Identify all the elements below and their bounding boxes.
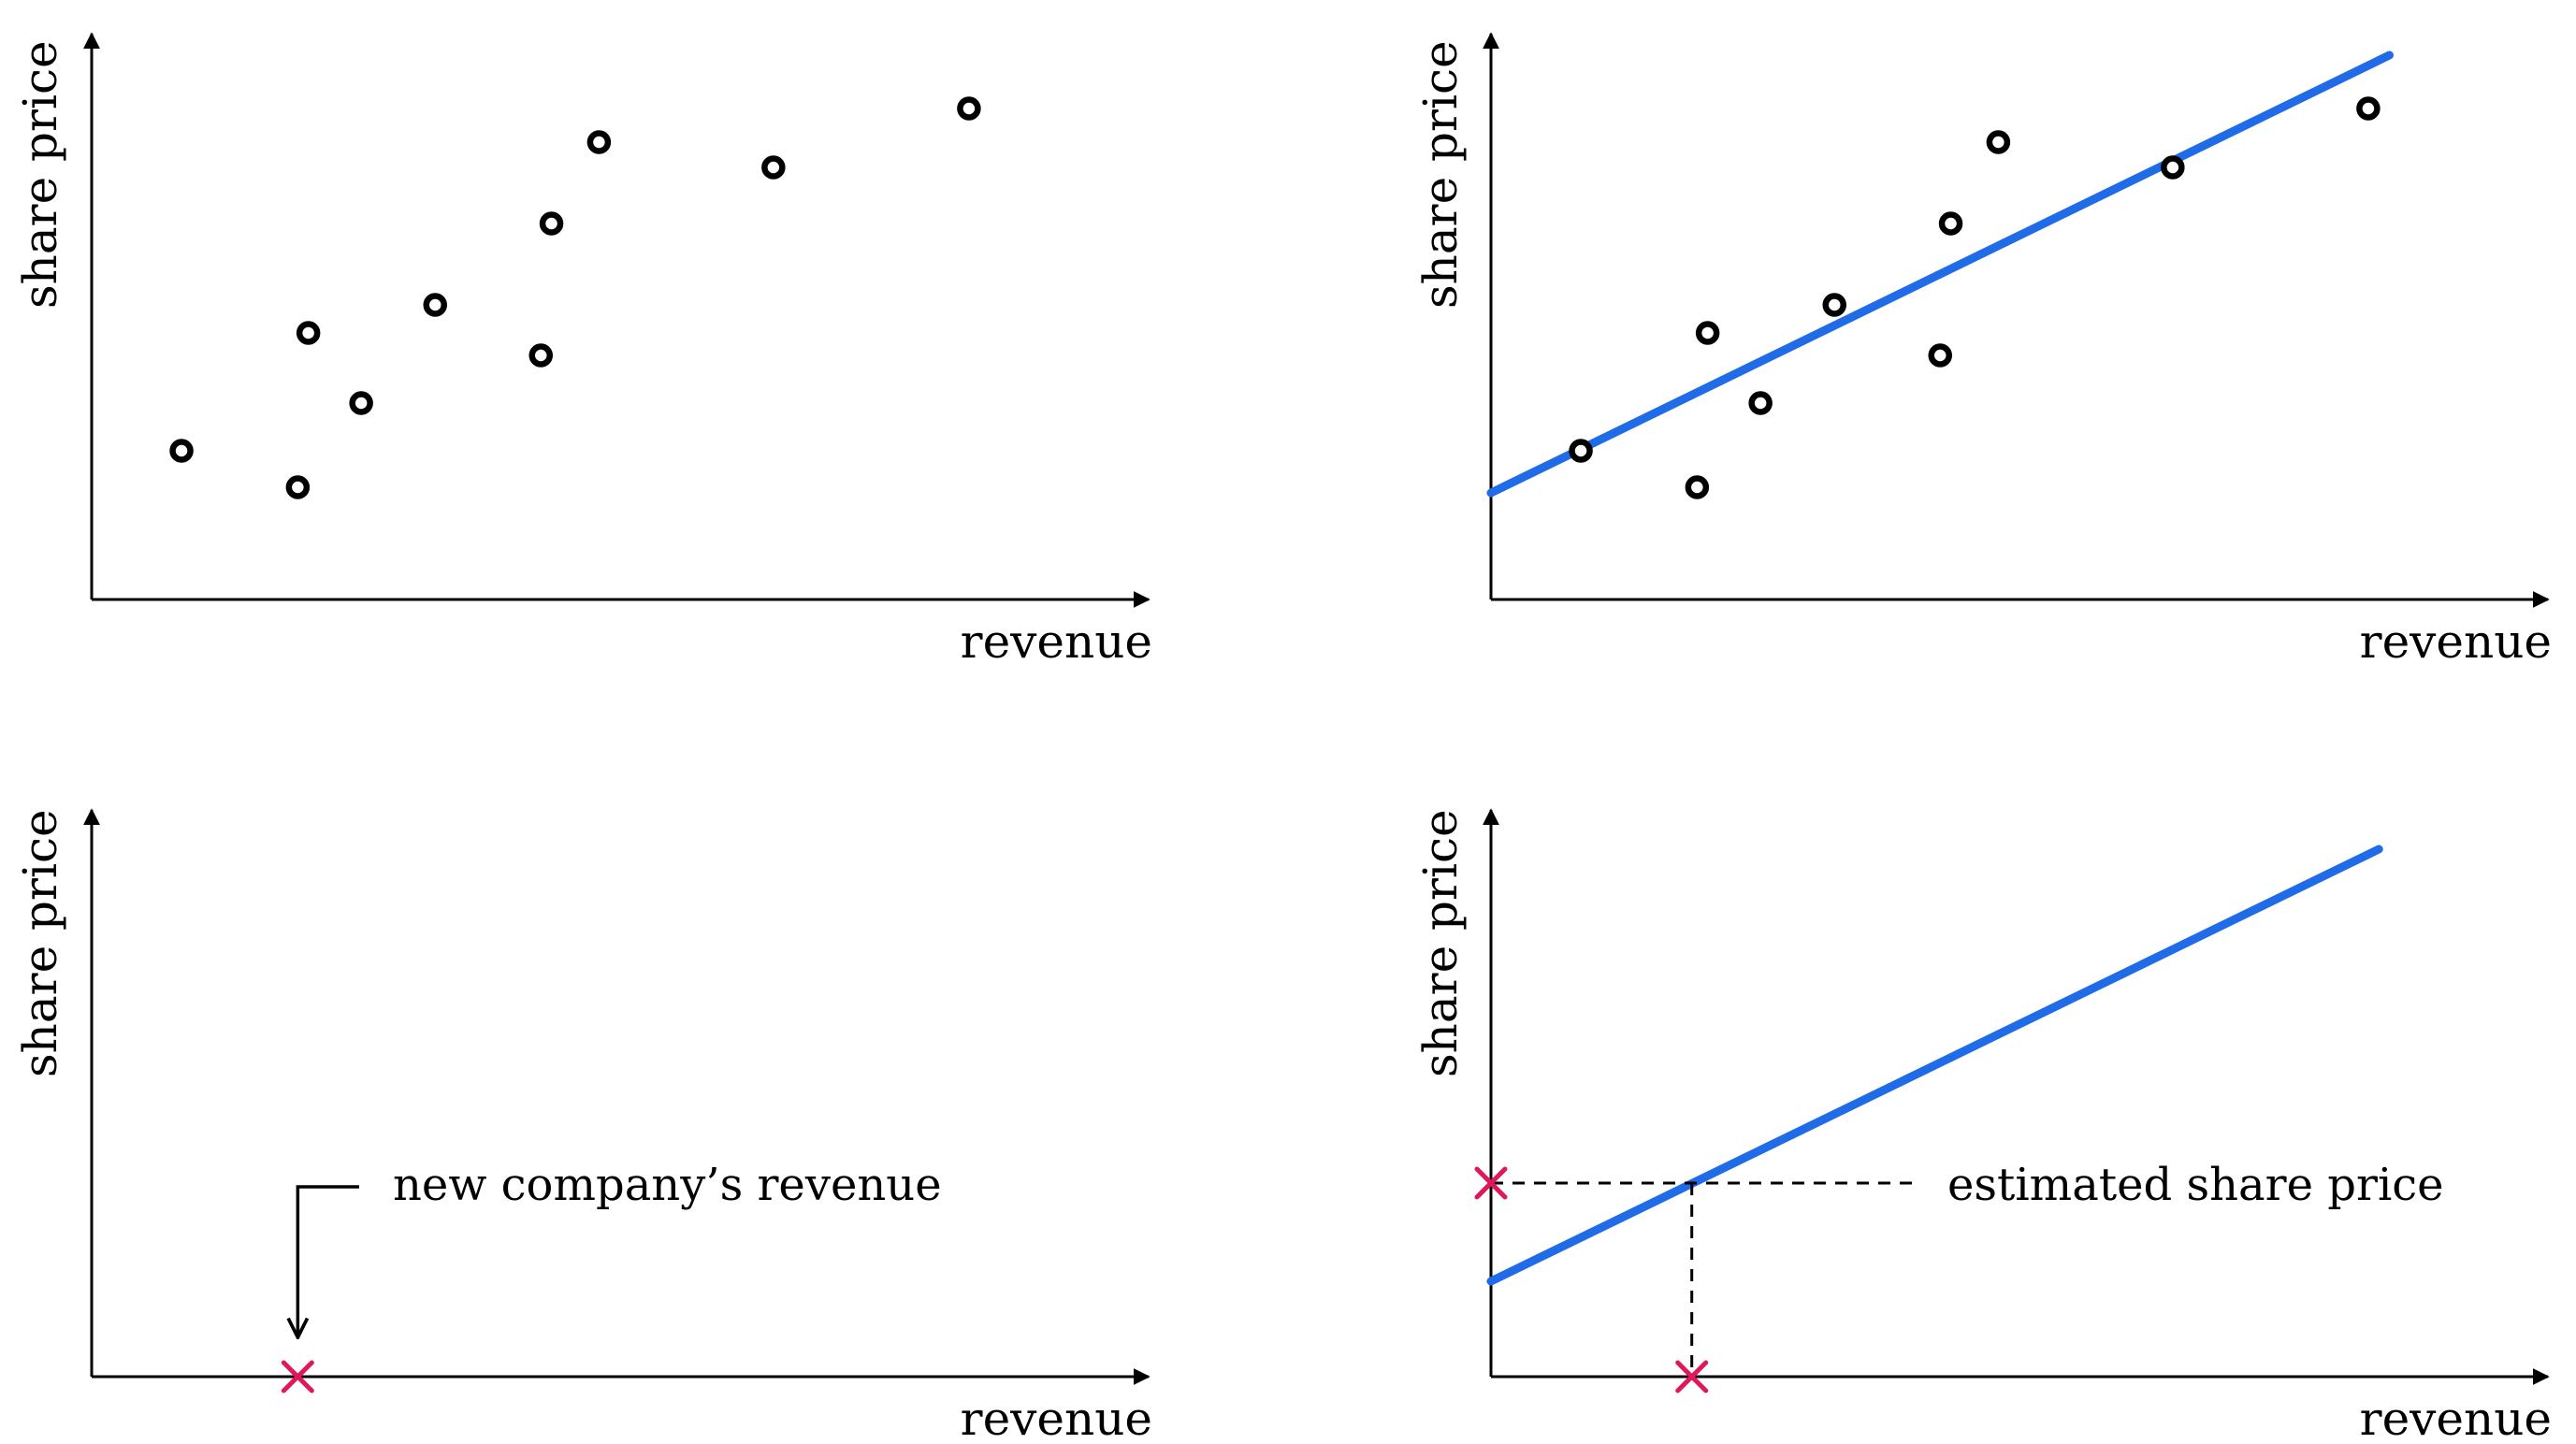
callout-arrow xyxy=(297,1185,359,1337)
y-axis: share price xyxy=(13,808,100,1377)
new-revenue-annotation: new company’s revenue xyxy=(393,1159,942,1211)
y-axis: share price xyxy=(1413,808,1499,1377)
data-point-3 xyxy=(296,321,321,345)
data-point-7 xyxy=(539,211,564,236)
data-point-2 xyxy=(285,475,311,499)
data-point-6 xyxy=(528,343,553,368)
y-axis-label: share price xyxy=(13,40,67,309)
data-point-7 xyxy=(1938,211,1963,236)
data-point-5 xyxy=(423,293,447,317)
data-point-4 xyxy=(349,391,373,415)
data-point-4 xyxy=(1748,391,1773,415)
estimated-price-marker xyxy=(1474,1166,1508,1200)
new-revenue-marker xyxy=(281,1360,314,1393)
panel-estimate: revenue share price estimated share pric… xyxy=(1413,808,2552,1444)
x-axis-label: revenue xyxy=(2360,1392,2552,1444)
data-point-5 xyxy=(1822,293,1846,317)
data-point-8 xyxy=(586,130,612,154)
panel-scatter: revenue share price xyxy=(13,32,1152,669)
y-axis-label: share price xyxy=(1413,809,1468,1077)
data-point-9 xyxy=(2161,155,2185,180)
revenue-marker xyxy=(1675,1360,1709,1393)
data-point-8 xyxy=(1986,130,2011,154)
data-point-3 xyxy=(1695,321,1720,345)
x-axis: revenue xyxy=(1491,1368,2552,1444)
data-point-1 xyxy=(169,439,194,463)
y-axis-label: share price xyxy=(13,809,67,1077)
x-axis-label: revenue xyxy=(961,1392,1152,1444)
x-axis: revenue xyxy=(92,1368,1152,1444)
revenue-marker-stroke-b xyxy=(1675,1360,1709,1393)
data-point-1 xyxy=(1569,439,1593,463)
data-point-10 xyxy=(2356,96,2381,121)
x-axis: revenue xyxy=(92,591,1152,669)
estimate-annotation: estimated share price xyxy=(1947,1159,2444,1211)
x-axis-label: revenue xyxy=(2360,614,2552,669)
regression-line xyxy=(1486,845,2383,1286)
data-point-6 xyxy=(1928,343,1952,368)
data-points xyxy=(1569,96,2381,499)
data-point-10 xyxy=(957,96,981,121)
estimated-price-marker-stroke-b xyxy=(1474,1166,1508,1200)
panel-new-revenue: revenue share price new company’s revenu… xyxy=(13,808,1152,1444)
regression-line xyxy=(1486,51,2394,498)
panel-scatter-with-fit: revenue share price xyxy=(1413,32,2552,669)
new-revenue-marker-stroke-b xyxy=(281,1360,314,1393)
y-axis-label: share price xyxy=(1413,40,1468,309)
data-points xyxy=(169,96,981,499)
x-axis-label: revenue xyxy=(961,614,1152,669)
x-axis: revenue xyxy=(1491,591,2552,669)
data-point-2 xyxy=(1685,475,1710,499)
data-point-9 xyxy=(761,155,786,180)
y-axis: share price xyxy=(1413,32,1499,599)
y-axis: share price xyxy=(13,32,100,599)
